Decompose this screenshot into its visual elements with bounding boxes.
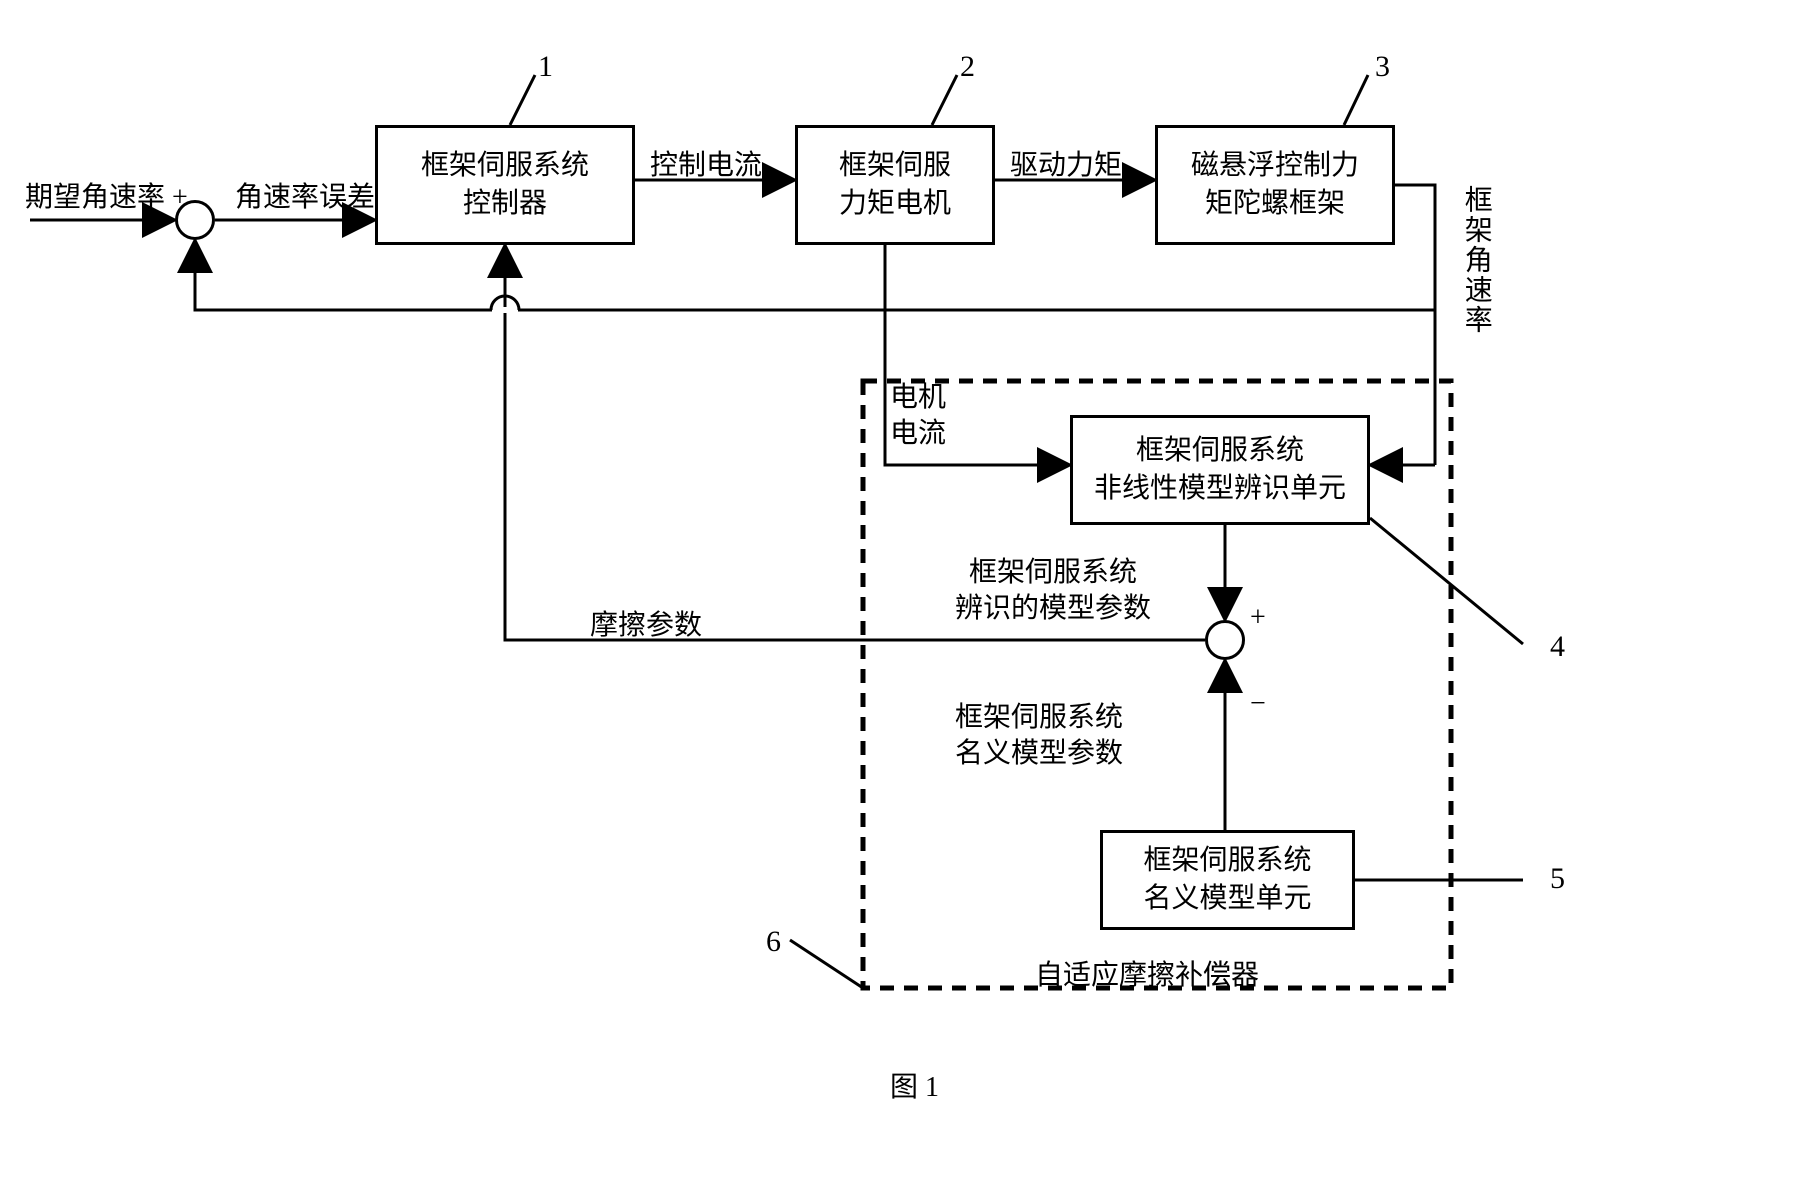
block-b4: 框架伺服系统 非线性模型辨识单元 xyxy=(1070,415,1370,525)
block-b1-text: 框架伺服系统 控制器 xyxy=(421,147,589,223)
label-ctrl_i: 控制电流 xyxy=(650,148,762,184)
label-motor_i: 电机 电流 xyxy=(890,380,946,453)
label-err: 角速率误差 xyxy=(235,180,375,216)
callout-c2: 2 xyxy=(960,50,975,84)
label-ident_param: 框架伺服系统 辨识的模型参数 xyxy=(955,555,1151,628)
block-b2-text: 框架伺服 力矩电机 xyxy=(839,147,951,223)
label-out_rate: 框架角速率 xyxy=(1460,185,1491,335)
block-b3: 磁悬浮控制力 矩陀螺框架 xyxy=(1155,125,1395,245)
callout-c6: 6 xyxy=(766,925,781,959)
label-in_plus: 期望角速率 + xyxy=(25,180,188,216)
block-b4-text: 框架伺服系统 非线性模型辨识单元 xyxy=(1094,432,1346,508)
block-diagram: 框架伺服系统 控制器 框架伺服 力矩电机 磁悬浮控制力 矩陀螺框架框架伺服系统 非线… xyxy=(20,20,1818,1158)
block-b5: 框架伺服系统 名义模型单元 xyxy=(1100,830,1355,930)
callout-line-c4 xyxy=(1370,518,1523,644)
callout-c3: 3 xyxy=(1375,50,1390,84)
block-b1: 框架伺服系统 控制器 xyxy=(375,125,635,245)
label-friction: 摩擦参数 xyxy=(590,608,702,644)
block-b2: 框架伺服 力矩电机 xyxy=(795,125,995,245)
block-b5-text: 框架伺服系统 名义模型单元 xyxy=(1143,842,1311,918)
label-minus1: − xyxy=(180,253,196,289)
label-plus2: + xyxy=(1250,600,1266,636)
callout-line-c3 xyxy=(1344,75,1368,125)
callout-c4: 4 xyxy=(1550,630,1565,664)
callout-c5: 5 xyxy=(1550,862,1565,896)
label-nominal_param: 框架伺服系统 名义模型参数 xyxy=(955,700,1123,773)
callout-line-c6 xyxy=(790,940,863,988)
label-fig: 图 1 xyxy=(890,1070,939,1106)
label-minus2: − xyxy=(1250,686,1266,722)
label-adaptive: 自适应摩擦补偿器 xyxy=(1035,958,1259,994)
callout-line-c1 xyxy=(510,75,535,125)
callout-c1: 1 xyxy=(538,50,553,84)
callout-line-c2 xyxy=(932,75,957,125)
block-b3-text: 磁悬浮控制力 矩陀螺框架 xyxy=(1191,147,1359,223)
label-drv_t: 驱动力矩 xyxy=(1010,148,1122,184)
summing-s2 xyxy=(1205,620,1245,660)
